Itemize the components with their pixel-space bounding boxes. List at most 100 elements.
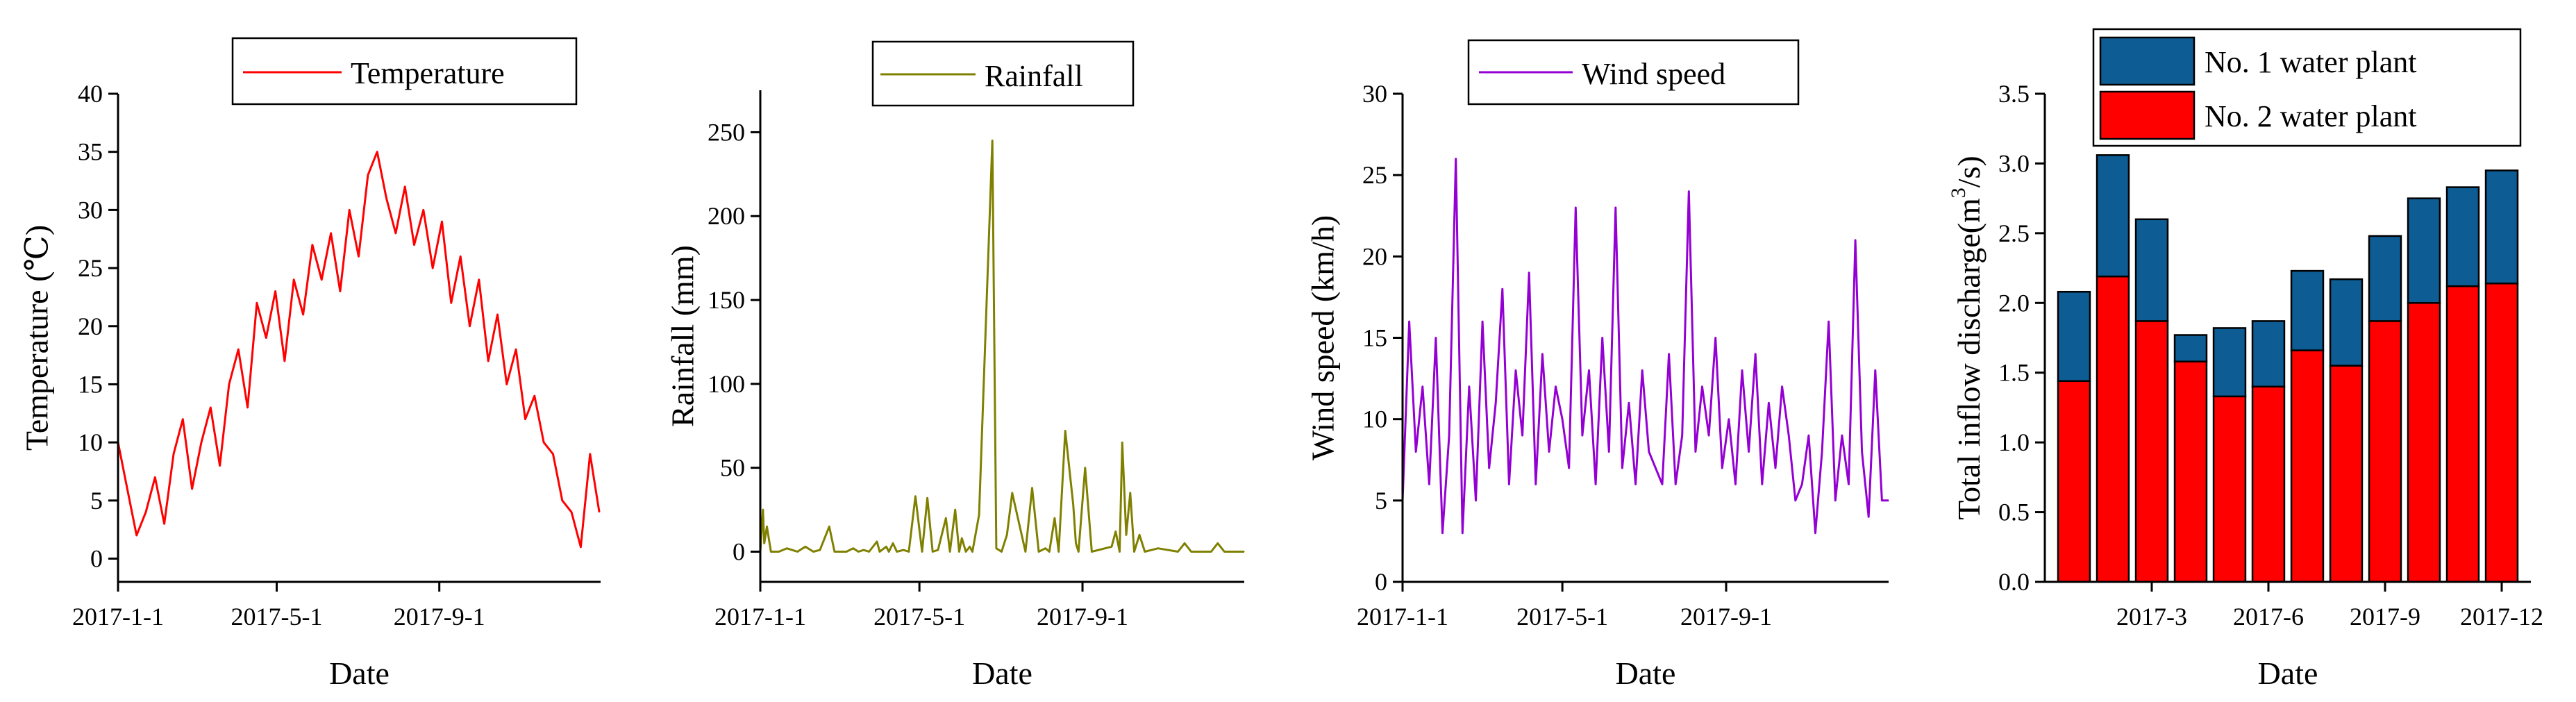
temperature-x-tick-label: 2017-1-1 (72, 603, 164, 630)
rainfall-x-axis-title: Date (972, 655, 1032, 691)
rainfall-point (908, 551, 910, 553)
rainfall-point (1144, 551, 1146, 553)
inflow-bar-plant-1 (2251, 320, 2286, 388)
inflow-y-axis-title-main: Total inflow discharge(m (1951, 198, 1987, 520)
wind-speed-point (1528, 272, 1530, 274)
wind-speed-point (1808, 435, 1809, 436)
wind-speed-point (1741, 369, 1743, 371)
wind-speed-legend-label: Wind speed (1582, 57, 1725, 91)
inflow-legend-label-plant-2: No. 2 water plant (2205, 99, 2416, 133)
temperature-x-tick-label: 2017-9-1 (394, 603, 485, 630)
rainfall-point (858, 551, 859, 553)
rainfall-point (819, 549, 821, 551)
wind-speed-point (1834, 500, 1836, 501)
temperature-point (589, 453, 591, 455)
rainfall-point (796, 551, 798, 553)
temperature-point (265, 337, 267, 339)
wind-speed-point (1841, 435, 1843, 436)
inflow-bar-plant-1 (2173, 334, 2208, 362)
temperature-axes: 0 5 10 15 20 25 30 35 40 2017-1-1 2017-5-1 2017-9-1 (72, 80, 601, 630)
inflow-y-tick-label: 3.0 (1998, 149, 2030, 177)
rainfall-point (1025, 551, 1026, 553)
inflow-y-tick-label: 0.5 (1998, 499, 2030, 526)
inflow-bar-plant-2 (2212, 395, 2247, 583)
rainfall-point (885, 546, 887, 547)
rainfall-series (759, 140, 1245, 553)
inflow-bar-plant-1 (2329, 278, 2364, 367)
wind-speed-point (1715, 337, 1716, 339)
wind-speed-point (1821, 451, 1823, 453)
temperature-point (376, 151, 378, 153)
temperature-y-tick-label: 20 (78, 312, 103, 340)
wind-speed-point (1655, 467, 1656, 469)
inflow-bar-plant-1 (2368, 235, 2402, 322)
inflow-y-tick-label: 3.5 (1998, 80, 2030, 108)
rainfall-point (1048, 551, 1050, 553)
inflow-legend-swatch-plant-1 (2099, 36, 2196, 86)
wind-speed-point (1595, 483, 1596, 485)
wind-speed-point (1555, 386, 1557, 387)
temperature-y-tick-label: 40 (78, 80, 103, 108)
inflow-axes: 0.0 0.5 1.0 1.5 2.0 2.5 3.0 3.5 2017-3 2017-6 2017… (1998, 80, 2543, 630)
wind-speed-point (1535, 483, 1537, 485)
wind-speed-x-axis-title: Date (1616, 655, 1676, 691)
temperature-y-tick-label: 0 (90, 545, 103, 573)
inflow-legend-swatch-plant-2 (2099, 90, 2196, 140)
inflow-x-tick-label: 2017-12 (2460, 603, 2543, 630)
temperature-line (117, 151, 601, 549)
wind-speed-series (1401, 158, 1889, 535)
wind-speed-point (1428, 483, 1430, 485)
rainfall-point (778, 551, 780, 553)
inflow-y-tick-label: 1.5 (1998, 359, 2030, 387)
rainfall-point (1133, 551, 1135, 553)
wind-speed-point (1602, 337, 1603, 339)
rainfall-legend-label: Rainfall (985, 59, 1083, 93)
rainfall-point (879, 551, 880, 553)
inflow-bar-plant-2 (2368, 320, 2402, 583)
wind-speed-x-tick-label: 2017-5-1 (1516, 603, 1608, 630)
wind-speed-point (1641, 369, 1643, 371)
temperature-y-axis-title: Temperature (℃) (19, 225, 55, 451)
inflow-bar-plant-2 (2290, 349, 2325, 583)
wind-speed-y-tick-label: 0 (1375, 568, 1387, 596)
rainfall-point (876, 541, 878, 542)
rainfall-x-tick-label: 2017-1-1 (714, 603, 806, 630)
temperature-y-tick-label: 25 (78, 254, 103, 282)
inflow-bar-plant-2 (2329, 365, 2364, 583)
rainfall-legend: Rainfall (871, 40, 1135, 107)
rainfall-point (1078, 551, 1079, 553)
temperature-legend-label: Temperature (351, 56, 505, 90)
wind-speed-point (1502, 288, 1503, 290)
temperature-point (358, 256, 360, 257)
inflow-bar-plant-1 (2057, 290, 2091, 383)
rainfall-point (1119, 551, 1121, 553)
temperature-point (478, 279, 480, 281)
wind-speed-point (1648, 451, 1650, 453)
temperature-point (274, 290, 276, 292)
rainfall-y-axis-title: Rainfall (mm) (665, 245, 701, 427)
wind-speed-point (1721, 467, 1723, 469)
rainfall-point (1058, 551, 1060, 553)
inflow-bar-plant-1 (2212, 327, 2247, 398)
rainfall-point (828, 526, 830, 527)
inflow-y-axis-title-end: /s) (1951, 156, 1987, 187)
wind-speed-point (1668, 353, 1670, 355)
temperature-point (580, 546, 582, 548)
inflow-y-tick-label: 1.0 (1998, 428, 2030, 456)
rainfall-point (863, 549, 864, 551)
rainfall-point (932, 551, 933, 553)
rainfall-point (1121, 442, 1123, 444)
rainfall-point (896, 551, 898, 553)
wind-speed-point (1435, 337, 1437, 339)
temperature-point (228, 383, 230, 385)
inflow-y-axis-title: Total inflow discharge(m3/s) (1947, 156, 1986, 519)
wind-speed-point (1848, 483, 1850, 485)
temperature-x-tick-label: 2017-5-1 (231, 603, 323, 630)
rainfall-point (965, 551, 967, 553)
wind-speed-y-tick-label: 25 (1362, 161, 1387, 189)
temperature-point (496, 314, 499, 315)
temperature-point (506, 383, 508, 385)
inflow-x-tick-label: 2017-9 (2350, 603, 2420, 630)
rainfall-point (903, 549, 904, 551)
wind-speed-point (1708, 435, 1709, 436)
